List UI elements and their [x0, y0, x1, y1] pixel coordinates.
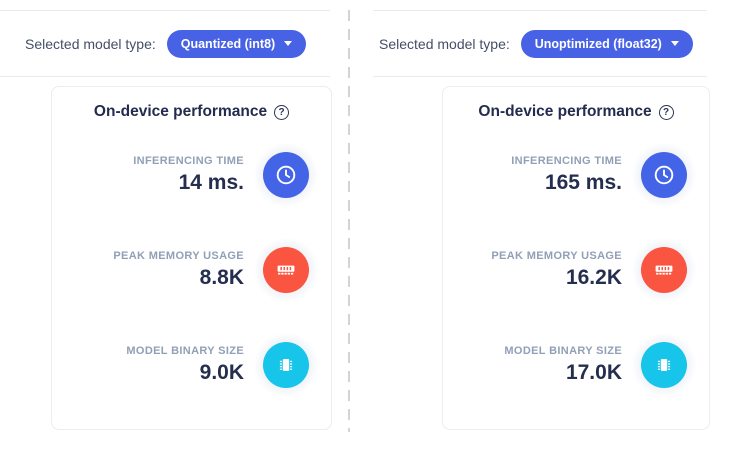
- metric-text: MODEL BINARY SIZE 17.0K: [504, 345, 622, 385]
- help-circle-icon[interactable]: ?: [658, 104, 674, 120]
- metric-value: 17.0K: [565, 360, 622, 384]
- metric-label: INFERENCING TIME: [133, 154, 244, 167]
- metric-row-inferencing-time: INFERENCING TIME 165 ms.: [443, 127, 709, 222]
- model-type-header-left: Selected model type: Quantized (int8): [0, 10, 330, 77]
- dropdown-selected-value: Unoptimized (float32): [534, 36, 662, 51]
- metric-value: 14 ms.: [178, 170, 244, 194]
- metric-label: INFERENCING TIME: [511, 154, 622, 167]
- model-type-label: Selected model type:: [25, 35, 156, 52]
- icon-halo: [623, 323, 705, 406]
- model-type-dropdown[interactable]: Quantized (int8): [166, 29, 307, 58]
- card-title: On-device performance ?: [443, 103, 709, 121]
- model-type-header-right: Selected model type: Unoptimized (float3…: [373, 10, 707, 77]
- metric-label: PEAK MEMORY USAGE: [113, 249, 244, 262]
- metric-text: PEAK MEMORY USAGE 16.2K: [491, 250, 622, 290]
- metric-value: 8.8K: [199, 265, 244, 289]
- performance-card-unoptimized: On-device performance ? INFERENCING TIME…: [442, 86, 710, 430]
- metric-text: PEAK MEMORY USAGE 8.8K: [113, 250, 244, 290]
- metric-row-peak-memory: PEAK MEMORY USAGE 16.2K: [443, 222, 709, 317]
- card-title-text: On-device performance: [93, 103, 268, 120]
- chip-icon: [641, 341, 687, 388]
- card-title-text: On-device performance: [478, 103, 652, 120]
- icon-halo: [245, 228, 327, 311]
- metric-value: 16.2K: [565, 265, 622, 289]
- metric-label: PEAK MEMORY USAGE: [491, 249, 622, 262]
- metric-label: MODEL BINARY SIZE: [126, 344, 244, 357]
- icon-halo: [623, 228, 705, 311]
- model-type-label: Selected model type:: [379, 35, 510, 52]
- metric-text: INFERENCING TIME 14 ms.: [133, 155, 244, 195]
- memory-icon: [641, 246, 687, 293]
- clock-icon: [263, 151, 309, 198]
- metric-row-peak-memory: PEAK MEMORY USAGE 8.8K: [52, 222, 331, 317]
- metric-row-binary-size: MODEL BINARY SIZE 9.0K: [52, 317, 331, 412]
- icon-halo: [245, 133, 327, 216]
- metric-value: 9.0K: [199, 360, 244, 384]
- icon-halo: [623, 133, 705, 216]
- performance-card-quantized: On-device performance ? INFERENCING TIME…: [51, 86, 332, 430]
- model-type-dropdown[interactable]: Unoptimized (float32): [520, 29, 693, 58]
- clock-icon: [641, 151, 687, 198]
- icon-halo: [245, 323, 327, 406]
- memory-icon: [263, 246, 309, 293]
- metric-row-inferencing-time: INFERENCING TIME 14 ms.: [52, 127, 331, 222]
- metric-value: 165 ms.: [544, 170, 622, 194]
- metric-text: INFERENCING TIME 165 ms.: [511, 155, 622, 195]
- chevron-down-icon: [670, 41, 679, 46]
- chevron-down-icon: [284, 41, 293, 46]
- chip-icon: [263, 341, 309, 388]
- metric-text: MODEL BINARY SIZE 9.0K: [126, 345, 244, 385]
- card-title: On-device performance ?: [52, 103, 331, 121]
- dropdown-selected-value: Quantized (int8): [180, 36, 276, 51]
- metric-row-binary-size: MODEL BINARY SIZE 17.0K: [443, 317, 709, 412]
- metric-label: MODEL BINARY SIZE: [504, 344, 622, 357]
- panel-divider: [348, 10, 350, 432]
- help-circle-icon[interactable]: ?: [274, 104, 290, 120]
